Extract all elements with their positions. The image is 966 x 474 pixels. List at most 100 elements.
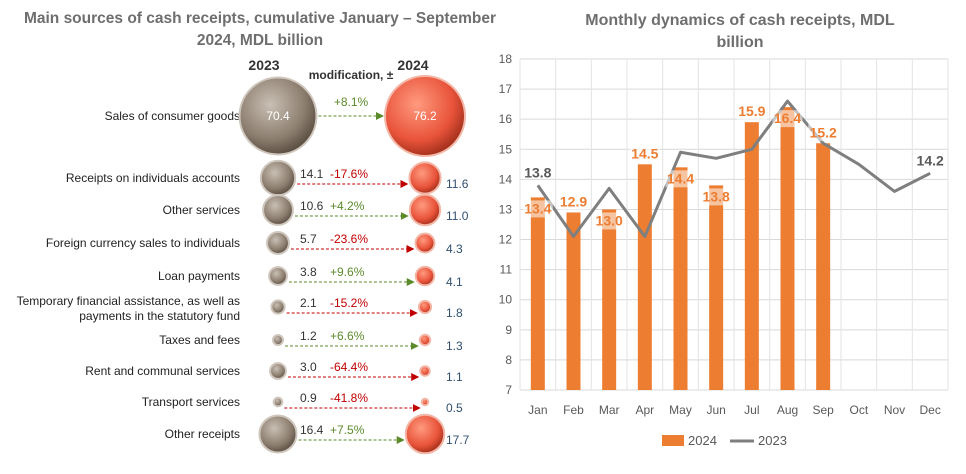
x-tick-label: Apr [635, 403, 654, 417]
bubble-2023 [270, 299, 286, 315]
right-chart-title: Monthly dynamics of cash receipts, MDL b… [585, 12, 895, 51]
bar-2024 [566, 212, 581, 390]
x-tick-label: Jun [706, 403, 725, 417]
bubble-comparison-chart: 2023 modification, ±2024 Sales of consumer… [17, 57, 470, 455]
row-label: Sales of consumer goods [105, 109, 240, 123]
bubble-2023 [271, 333, 285, 347]
bar-data-label: 13.8 [703, 188, 730, 204]
value-2023: 5.7 [300, 232, 317, 246]
bubble-2024 [420, 397, 430, 407]
legend-swatch-2024 [662, 435, 684, 446]
bar-2024 [637, 164, 652, 390]
bar-data-label: 15.2 [810, 124, 837, 140]
header-modification: modification, ± [309, 68, 394, 82]
change-percent: +7.5% [330, 423, 365, 437]
bubble-2023 [269, 362, 287, 380]
bubble-2024 [418, 333, 432, 347]
row-label: Transport services [142, 395, 240, 409]
bar-2024 [709, 185, 724, 390]
bar-label-bg [665, 170, 696, 188]
bar-label-bg [736, 103, 767, 121]
bar-data-label: 13.4 [524, 200, 551, 216]
bubble-2024 [417, 299, 433, 315]
bubble-2024 [419, 365, 431, 377]
bubble-2023 [238, 76, 318, 156]
value-2024: 11.6 [446, 177, 469, 191]
bar-label-bg [629, 145, 660, 163]
value-2024: 4.1 [446, 275, 463, 289]
bar-label-bg [522, 200, 553, 218]
value-2023: 3.0 [300, 360, 317, 374]
line-data-label: 13.8 [524, 164, 551, 180]
x-tick-label: Dec [919, 403, 940, 417]
row-label: Taxes and fees [159, 333, 240, 347]
line-2023 [536, 99, 931, 239]
bar-line-chart-svg: 7 8 9 10 11 12 13 14 15 16 17 18 Jan Feb Mar Apr May Jun J… [499, 52, 949, 448]
value-2024: 11.0 [446, 209, 469, 223]
y-tick-label: 13 [499, 202, 513, 216]
bubble-2024 [384, 75, 466, 157]
value-2024: 1.8 [446, 306, 463, 320]
left-chart-title: Main sources of cash receipts, cumulativ… [23, 10, 497, 49]
monthly-dynamics-chart: 7 8 9 10 11 12 13 14 15 16 17 18 Jan Feb Mar Apr May Jun J… [490, 0, 966, 469]
y-tick-label: 18 [499, 52, 513, 66]
value-2023: 1.2 [300, 329, 317, 343]
value-2024: 0.5 [446, 401, 463, 415]
change-percent: +6.6% [330, 329, 365, 343]
x-tick-label: Aug [777, 403, 798, 417]
bubble-2023 [268, 266, 288, 286]
value-2024: 1.3 [446, 339, 463, 353]
row-label: Loan payments [158, 269, 240, 283]
change-percent: +8.1% [334, 95, 369, 109]
bar-data-label: 12.9 [560, 193, 587, 209]
bubble-2024 [408, 193, 442, 227]
header-2024: 2024 [397, 57, 428, 73]
value-2023: 0.9 [300, 391, 317, 405]
x-tick-label: Jul [744, 403, 759, 417]
x-tick-label: Nov [884, 403, 905, 417]
y-tick-label: 15 [499, 142, 513, 156]
bubble-chart-svg: 2023 modification, ±2024 Sales of consumer… [17, 57, 470, 455]
change-percent: -15.2% [330, 296, 368, 310]
value-2024: 4.3 [446, 242, 463, 256]
change-percent: -64.4% [330, 360, 368, 374]
bar-2024 [816, 143, 831, 390]
bar-data-label: 16.4 [774, 110, 801, 126]
value-2023: 70.4 [266, 109, 290, 123]
x-tick-label: Sep [812, 403, 834, 417]
bar-data-label: 15.9 [738, 103, 765, 119]
bubble-2024 [408, 161, 442, 195]
bar-2024 [602, 209, 617, 390]
bar-data-label: 14.4 [667, 170, 694, 186]
bubble-2024 [404, 413, 446, 455]
bar-label-bg [594, 212, 625, 230]
change-percent: +9.6% [330, 265, 365, 279]
bubble-2023 [262, 194, 294, 226]
y-tick-label: 7 [505, 383, 512, 397]
line-data-label: 14.2 [917, 152, 944, 168]
value-2023: 14.1 [300, 167, 324, 181]
row-label: Other services [163, 203, 240, 217]
value-2023: 16.4 [300, 423, 324, 437]
change-percent: -41.8% [330, 391, 368, 405]
bar-label-bg [701, 188, 732, 206]
value-2024: 17.7 [446, 433, 470, 447]
bar-2024 [744, 122, 759, 390]
y-tick-label: 16 [499, 112, 513, 126]
y-tick-label: 8 [505, 353, 512, 367]
x-tick-label: Mar [599, 403, 620, 417]
y-tick-label: 17 [499, 82, 513, 96]
x-tick-label: May [669, 403, 692, 417]
legend-label-2023: 2023 [758, 433, 787, 448]
bar-2024 [780, 107, 795, 391]
bubble-2024 [414, 232, 436, 254]
y-tick-label: 9 [505, 323, 512, 337]
bar-label-bg [772, 110, 803, 128]
x-tick-label: Feb [563, 403, 584, 417]
change-percent: +4.2% [330, 199, 365, 213]
change-percent: -17.6% [330, 167, 368, 181]
row-label: Temporary financial assistance, as well … [17, 294, 240, 323]
value-2024: 76.2 [413, 109, 437, 123]
bar-label-bg [558, 193, 589, 211]
row-label: Foreign currency sales to individuals [46, 236, 240, 250]
